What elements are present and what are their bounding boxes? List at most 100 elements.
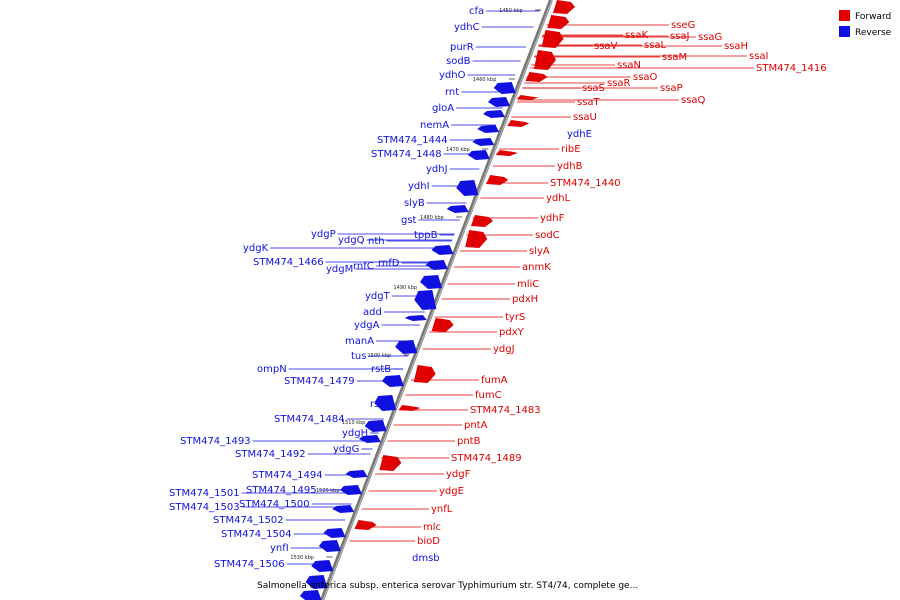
reverse-gene-feature bbox=[332, 505, 355, 513]
forward-gene-label: mliC bbox=[517, 279, 539, 290]
reverse-gene-feature bbox=[425, 260, 448, 270]
forward-gene-label: ssaJ bbox=[670, 31, 690, 42]
reverse-gene-label: STM474_1500 bbox=[239, 499, 310, 510]
legend-reverse-swatch bbox=[839, 26, 850, 37]
reverse-gene-feature bbox=[431, 245, 454, 255]
legend-reverse-label: Reverse bbox=[855, 28, 892, 38]
reverse-gene-label: nth bbox=[368, 236, 385, 247]
reverse-gene-label: ydgP bbox=[311, 229, 336, 240]
forward-gene-label: ssaV bbox=[594, 41, 618, 52]
reverse-gene-label: manA bbox=[345, 336, 374, 347]
forward-gene-feature bbox=[470, 215, 493, 227]
reverse-gene-feature bbox=[305, 575, 328, 589]
reverse-gene-label: tppB bbox=[414, 230, 438, 241]
forward-gene-label: anmK bbox=[522, 262, 551, 273]
reverse-gene-label: ydgM bbox=[326, 264, 353, 275]
forward-gene-feature bbox=[541, 30, 564, 48]
forward-gene-label: STM474_1483 bbox=[470, 405, 541, 416]
forward-gene-label: ydhL bbox=[546, 193, 571, 204]
forward-gene-feature bbox=[547, 15, 570, 29]
forward-gene-label: ydgF bbox=[446, 469, 471, 480]
forward-gene-feature bbox=[516, 95, 539, 100]
forward-gene-label: STM474_1416 bbox=[756, 63, 827, 74]
reverse-gene-label: purR bbox=[450, 42, 474, 53]
reverse-gene-feature bbox=[364, 420, 387, 432]
reverse-gene-feature bbox=[456, 180, 479, 196]
reverse-gene-label: add bbox=[363, 307, 382, 318]
forward-gene-label: ssaP bbox=[660, 83, 683, 94]
forward-gene-label: ssaU bbox=[573, 112, 597, 123]
genome-title: Salmonella enterica subsp. enterica sero… bbox=[257, 581, 638, 591]
reverse-gene-label: rnt bbox=[445, 87, 459, 98]
reverse-gene-feature bbox=[487, 97, 510, 107]
forward-gene-label: sodC bbox=[535, 230, 560, 241]
forward-gene-feature bbox=[533, 50, 556, 70]
legend-forward-label: Forward bbox=[855, 12, 891, 22]
reverse-gene-label: STM474_1502 bbox=[213, 515, 284, 526]
tick-label: 1520 kbp bbox=[316, 488, 340, 494]
forward-gene-label: ynfL bbox=[431, 504, 453, 515]
forward-gene-label: pdxY bbox=[499, 327, 525, 338]
reverse-gene-label: STM474_1495 bbox=[246, 485, 317, 496]
forward-gene-label: STM474_1440 bbox=[550, 178, 621, 189]
reverse-gene-feature bbox=[477, 125, 500, 133]
forward-gene-label: ydhF bbox=[540, 213, 565, 224]
tick-label: 1510 kbp bbox=[342, 420, 366, 426]
reverse-gene-feature bbox=[414, 290, 437, 310]
reverse-gene-feature bbox=[374, 395, 397, 411]
reverse-gene-label: STM474_1448 bbox=[371, 149, 442, 160]
forward-gene-label: ydgJ bbox=[493, 344, 515, 355]
forward-gene-label: pntA bbox=[464, 420, 488, 431]
reverse-gene-label: tus bbox=[351, 351, 366, 362]
reverse-gene-label: ydhC bbox=[454, 22, 480, 33]
forward-gene-feature bbox=[495, 150, 518, 156]
forward-gene-label: ssaO bbox=[633, 72, 658, 83]
reverse-gene-label: STM474_1503 bbox=[169, 502, 240, 513]
forward-gene-label: pntB bbox=[457, 436, 481, 447]
reverse-gene-label: STM474_1492 bbox=[235, 449, 306, 460]
reverse-gene-label: ydgQ bbox=[338, 235, 365, 246]
tick-label: 1480 kbp bbox=[420, 215, 444, 221]
reverse-gene-label: ompN bbox=[257, 364, 287, 375]
reverse-gene-label: ydgK bbox=[243, 243, 269, 254]
forward-gene-label: bioD bbox=[417, 536, 440, 547]
forward-gene-label: mlc bbox=[423, 522, 441, 533]
reverse-gene-label: STM474_1493 bbox=[180, 436, 251, 447]
genome-backbone-highlight bbox=[322, 0, 553, 600]
tick-label: 1460 kbp bbox=[473, 77, 497, 83]
forward-gene-label: ssaN bbox=[617, 60, 641, 71]
reverse-gene-label: ydhO bbox=[439, 70, 466, 81]
forward-gene-label: ydgE bbox=[439, 486, 464, 497]
forward-gene-label: fumC bbox=[475, 390, 502, 401]
forward-gene-label: ssaM bbox=[662, 52, 687, 63]
reverse-gene-label: ydgH bbox=[342, 428, 368, 439]
reverse-gene-feature bbox=[323, 528, 346, 538]
reverse-gene-label: rnfD bbox=[378, 258, 400, 269]
forward-gene-label: ssaS bbox=[582, 83, 605, 94]
forward-gene-feature bbox=[431, 318, 454, 332]
forward-gene-label: fumA bbox=[481, 375, 508, 386]
reverse-gene-label: ydhE bbox=[567, 129, 592, 140]
reverse-gene-feature bbox=[404, 315, 427, 321]
leader-lines bbox=[241, 10, 754, 565]
reverse-gene-label: ydgT bbox=[365, 291, 391, 302]
forward-gene-feature bbox=[486, 175, 509, 185]
reverse-gene-label: nemA bbox=[420, 120, 449, 131]
reverse-gene-feature bbox=[318, 540, 341, 552]
reverse-gene-label: ydhJ bbox=[426, 164, 448, 175]
reverse-gene-feature bbox=[493, 82, 516, 94]
reverse-gene-label: STM474_1444 bbox=[377, 135, 448, 146]
reverse-gene-feature bbox=[395, 340, 418, 354]
forward-gene-label: ssaR bbox=[607, 78, 631, 89]
reverse-gene-label: slyB bbox=[404, 198, 425, 209]
forward-gene-feature bbox=[465, 230, 488, 248]
reverse-gene-label: dmsb bbox=[412, 553, 440, 564]
forward-gene-feature bbox=[413, 365, 436, 383]
reverse-gene-label: ydgA bbox=[354, 320, 380, 331]
reverse-gene-label: STM474_1506 bbox=[214, 559, 285, 570]
forward-gene-label: ssaH bbox=[724, 41, 748, 52]
forward-gene-feature bbox=[553, 0, 575, 14]
forward-gene-label: ssaT bbox=[577, 97, 601, 108]
tick-label: 1470 kbp bbox=[446, 147, 470, 153]
